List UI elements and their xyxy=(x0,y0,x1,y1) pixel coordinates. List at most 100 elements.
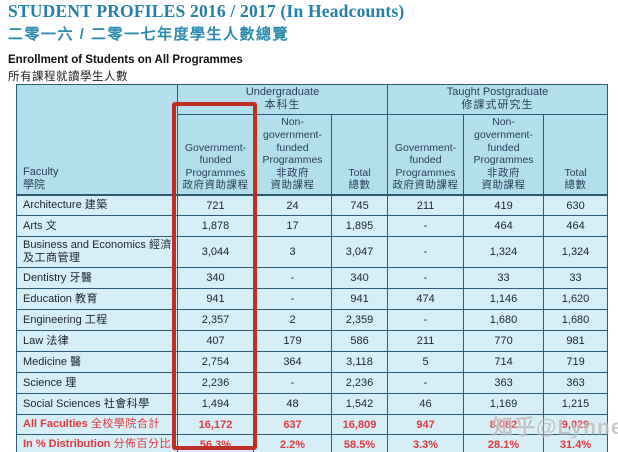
faculty-cell: Business and Economics 經濟及工商管理 xyxy=(16,236,178,269)
percent-value-cell: 31.4% xyxy=(543,434,609,452)
value-cell: 3 xyxy=(253,236,332,269)
percent-label-cell: In % Distribution 分佈百分比 xyxy=(16,434,178,452)
faculty-cell: Social Sciences 社會科學 xyxy=(16,393,178,416)
table-row-percent-distribution: In % Distribution 分佈百分比 56.3% 2.2% 58.5%… xyxy=(16,434,609,452)
faculty-name: Law xyxy=(23,334,44,347)
page-title-zh: 二零一六 / 二零一七年度學生人數總覽 xyxy=(8,26,290,43)
value-cell: - xyxy=(253,372,332,395)
title-block: STUDENT PROFILES 2016 / 2017 (In Headcou… xyxy=(8,1,404,44)
section-title-block: Enrollment of Students on All Programmes… xyxy=(8,54,243,84)
column-header-row: Government-funded Programmes 政府資助課程 Non-… xyxy=(17,114,609,196)
faculty-name: Social Sciences xyxy=(23,397,101,410)
value-cell: 2,754 xyxy=(177,351,254,374)
percent-value-cell: 58.5% xyxy=(330,434,389,452)
value-cell: 474 xyxy=(387,288,465,311)
value-cell: 2 xyxy=(253,309,332,332)
value-cell: 24 xyxy=(253,194,332,217)
value-cell: 2,357 xyxy=(177,309,254,332)
table-row-architecture: Architecture 建築 721 24 745 211 419 630 xyxy=(16,194,609,217)
value-cell: - xyxy=(387,309,465,332)
value-cell: 1,324 xyxy=(463,236,545,269)
column-header-tpg-gov-funded: Government-funded Programmes 政府資助課程 xyxy=(387,114,465,196)
percent-value-cell: 2.2% xyxy=(253,434,332,452)
page-title: STUDENT PROFILES 2016 / 2017 (In Headcou… xyxy=(8,1,405,21)
value-cell: 1,324 xyxy=(543,236,609,269)
group-label-en: Taught Postgraduate xyxy=(446,86,549,98)
section-title: Enrollment of Students on All Programmes xyxy=(8,54,243,66)
value-cell: 419 xyxy=(463,194,545,217)
column-header-ug-gov-funded: Government-funded Programmes 政府資助課程 xyxy=(177,114,254,196)
table-row-arts: Arts 文 1,878 17 1,895 - 464 464 xyxy=(16,215,609,238)
group-label-en: Undergraduate xyxy=(245,86,320,98)
faculty-name: Science xyxy=(23,376,63,389)
faculty-cell: Arts 文 xyxy=(16,215,178,238)
column-label-zh: 政府資助課程 xyxy=(182,179,249,192)
value-cell: - xyxy=(253,267,332,290)
value-cell: 1,680 xyxy=(463,309,545,332)
value-cell: 770 xyxy=(463,330,545,353)
value-cell: - xyxy=(387,372,465,395)
table-row-science: Science 理 2,236 - 2,236 - 363 363 xyxy=(16,372,609,395)
column-header-ug-total: Total 總數 xyxy=(330,114,389,196)
value-cell: 630 xyxy=(543,194,609,217)
column-label-zh: 非政府 資助課程 xyxy=(481,166,526,192)
value-cell: 1,895 xyxy=(330,215,389,238)
value-cell: 5 xyxy=(387,351,465,374)
value-cell: 2,236 xyxy=(330,372,389,395)
table-row-dentistry: Dentistry 牙醫 340 - 340 - 33 33 xyxy=(16,267,609,290)
column-header-ug-non-gov-funded: Non-government-funded Programmes 非政府 資助課… xyxy=(253,114,332,196)
column-label-en: Total xyxy=(348,166,371,179)
faculty-name: Education xyxy=(23,292,72,305)
value-cell: 1,620 xyxy=(543,288,609,311)
value-cell: 464 xyxy=(543,215,609,238)
faculty-name-zh: 理 xyxy=(65,376,77,389)
value-cell: 48 xyxy=(253,393,332,416)
table-row-business-economics: Business and Economics 經濟及工商管理 3,044 3 3… xyxy=(16,236,609,269)
value-cell: 464 xyxy=(463,215,545,238)
faculty-name-zh: 教育 xyxy=(75,292,98,305)
column-label-en: Total xyxy=(564,166,587,179)
total-label-cell: All Faculties 全校學院合計 xyxy=(16,414,178,436)
faculty-name-zh: 經濟及工商管理 xyxy=(23,238,172,265)
faculty-cell: Architecture 建築 xyxy=(16,194,178,217)
faculty-name-zh: 醫 xyxy=(70,355,82,368)
percent-value-cell: 3.3% xyxy=(387,434,465,452)
value-cell: 407 xyxy=(177,330,254,353)
value-cell: 586 xyxy=(330,330,389,353)
value-cell: 340 xyxy=(330,267,389,290)
watermark: 知乎@Lynne xyxy=(492,416,618,439)
percent-label: In % Distribution xyxy=(23,438,111,451)
total-value-cell: 637 xyxy=(253,414,332,436)
faculty-cell: Engineering 工程 xyxy=(16,309,178,332)
column-label-zh: 政府資助課程 xyxy=(392,179,459,192)
faculty-name-zh: 工程 xyxy=(84,313,108,326)
group-label-zh: 修課式研究生 xyxy=(461,99,534,112)
value-cell: 719 xyxy=(543,351,609,374)
value-cell: 941 xyxy=(177,288,254,311)
percent-value-cell: 56.3% xyxy=(177,434,254,452)
table-row-education: Education 教育 941 - 941 474 1,146 1,620 xyxy=(16,288,609,311)
total-label: All Faculties xyxy=(23,418,88,431)
faculty-cell: Education 教育 xyxy=(16,288,178,311)
section-title-zh: 所有課程就讀學生人數 xyxy=(8,71,128,83)
value-cell: 745 xyxy=(330,194,389,217)
column-header-tpg-non-gov-funded: Non-government-funded Programmes 非政府 資助課… xyxy=(463,114,545,196)
faculty-header-en: Faculty xyxy=(23,165,59,178)
value-cell: 941 xyxy=(330,288,389,311)
column-label-en: Non-government-funded Programmes xyxy=(262,116,323,167)
faculty-name-zh: 法律 xyxy=(46,334,70,347)
group-header-row: Faculty 學院 Undergraduate 本科生 Taught Post… xyxy=(16,83,609,196)
percent-label-zh: 分佈百分比 xyxy=(113,438,171,451)
value-cell: 1,215 xyxy=(543,393,609,416)
faculty-name: Engineering xyxy=(23,313,82,326)
value-cell: 1,680 xyxy=(543,309,609,332)
value-cell: 33 xyxy=(463,267,545,290)
faculty-cell: Law 法律 xyxy=(16,330,178,353)
value-cell: 2,236 xyxy=(177,372,254,395)
value-cell: 1,494 xyxy=(177,393,254,416)
group-header-taught-postgraduate: Taught Postgraduate 修課式研究生 xyxy=(387,83,609,116)
total-value-cell: 947 xyxy=(387,414,465,436)
faculty-name: Medicine xyxy=(23,355,68,368)
table-row-medicine: Medicine 醫 2,754 364 3,118 5 714 719 xyxy=(16,351,609,374)
value-cell: 33 xyxy=(543,267,609,290)
